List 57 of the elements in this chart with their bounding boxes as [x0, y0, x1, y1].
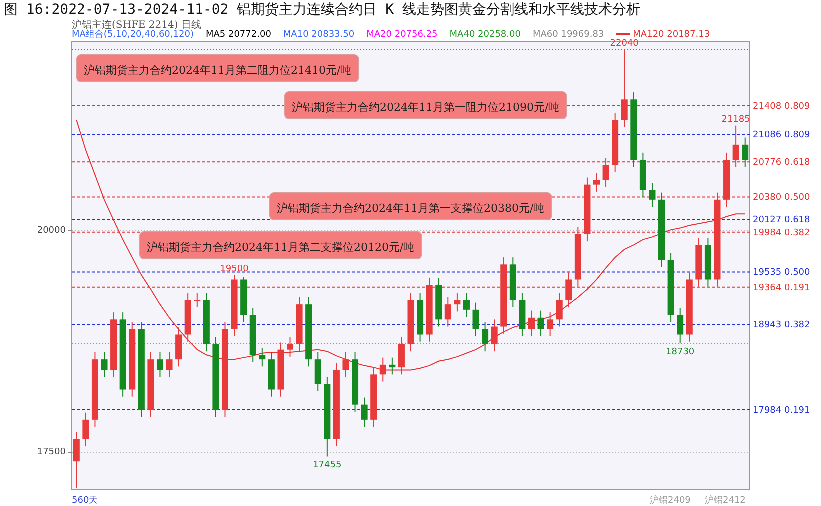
- candlestick: [82, 412, 90, 448]
- candlestick: [649, 182, 656, 208]
- annotation: 19500: [220, 264, 250, 274]
- ref-line-label: 17984 0.191: [753, 406, 810, 416]
- text: MA5 20772.00: [206, 30, 272, 40]
- annotation: 17455: [313, 460, 342, 471]
- text: MA20 20756.25: [366, 30, 438, 40]
- candlestick: [287, 336, 294, 358]
- annotation: 沪铝期货主力合约2024年11月第一阻力位21090元/吨: [292, 101, 560, 114]
- text: 沪铝2409: [650, 495, 692, 506]
- ref-line-label: 20776 0.618: [753, 158, 811, 168]
- candlestick: [482, 322, 489, 352]
- candlestick: [463, 292, 470, 318]
- ref-line-label: 20127 0.618: [753, 216, 811, 226]
- candlestick: [389, 357, 396, 376]
- ref-line-label: 21408 0.809: [753, 102, 811, 112]
- text: MA40 20258.00: [450, 30, 522, 40]
- legend-label: MA120 20187.13: [633, 30, 710, 40]
- y-tick-label: 17500: [37, 448, 66, 458]
- candlestick: [528, 310, 535, 338]
- text: 沪铝2412: [705, 495, 746, 506]
- candlestick: [259, 348, 266, 368]
- candlestick: [361, 397, 368, 428]
- candlestick: [454, 292, 461, 312]
- annotation: 沪铝期货主力合约2024年11月第二支撑位20120元/吨: [147, 241, 415, 254]
- y-tick-label: 20000: [37, 226, 66, 236]
- candlestick: [101, 352, 108, 378]
- ref-line-label: 18943 0.382: [753, 320, 810, 331]
- candlestick: [491, 319, 498, 352]
- annotation: 沪铝期货主力合约2024年11月第一支撑位20380元/吨: [277, 202, 545, 215]
- candlestick: [547, 312, 554, 338]
- annotation: 22040: [610, 38, 640, 49]
- ref-line-label: 20380 0.500: [753, 193, 811, 204]
- candlestick: [742, 137, 749, 168]
- text: MA10 20833.50: [283, 30, 355, 40]
- text: MA组合(5,10,20,40,60,120): [72, 29, 194, 40]
- annotation: 沪铝期货主力合约2024年11月第二阻力位21410元/吨: [84, 64, 352, 77]
- candlestick: [156, 352, 164, 378]
- annotation: 21185: [722, 114, 750, 125]
- candlestick: [472, 302, 480, 338]
- ref-line-label: 19364 0.191: [753, 283, 810, 294]
- candlestick: [444, 296, 452, 328]
- candlestick: [166, 352, 173, 378]
- candlestick: [538, 310, 544, 338]
- candlestick: [594, 172, 600, 192]
- text: MA60 19969.83: [532, 30, 604, 40]
- candlestick: [194, 292, 201, 308]
- ref-line-label: 21086 0.809: [753, 130, 811, 141]
- candlestick: [73, 432, 80, 489]
- ref-line-label: 19984 0.382: [753, 228, 810, 238]
- candlestick: [677, 308, 684, 344]
- text: 560天: [72, 495, 98, 506]
- candlestick: [556, 292, 563, 328]
- chart-title: 图 16:2022-07-13-2024-11-02 铝期货主力连续合约日 K 线走势图黄金分割线和水平线技术分析: [4, 2, 640, 18]
- chart-subtitle: 沪铝主连(SHFE 2214) 日线: [72, 19, 202, 31]
- annotation: 18730: [666, 348, 695, 358]
- ref-line-label: 19535 0.500: [753, 268, 811, 278]
